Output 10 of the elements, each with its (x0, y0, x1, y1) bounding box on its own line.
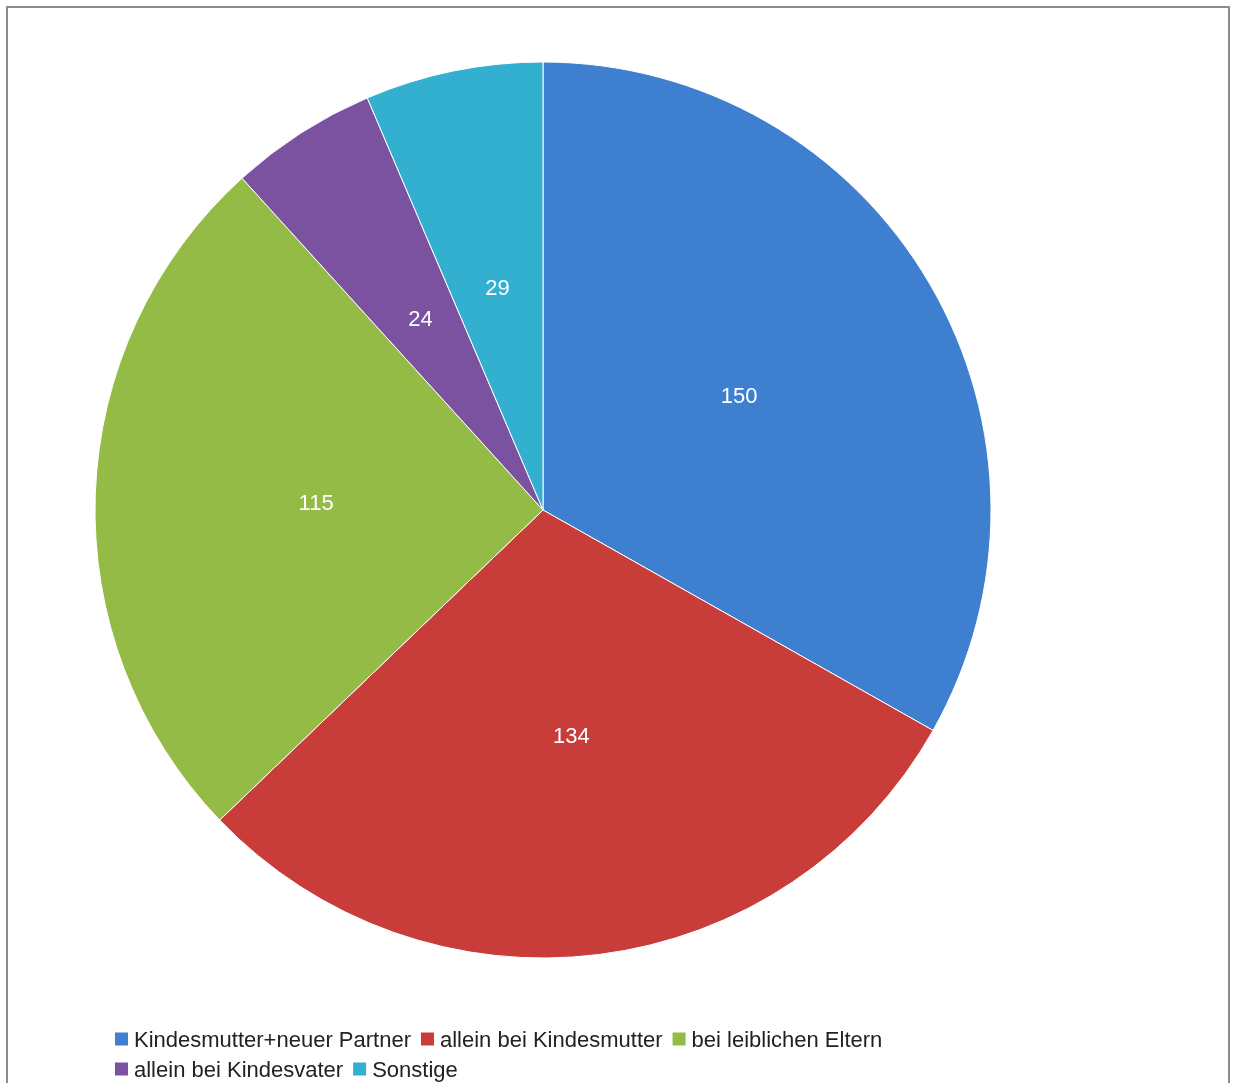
legend-label: Sonstige (372, 1056, 458, 1082)
data-label: 134 (552, 722, 590, 748)
data-label: 29 (485, 275, 510, 301)
legend-label: Kindesmutter+neuer Partner (134, 1026, 411, 1052)
legend-label: allein bei Kindesvater (134, 1056, 344, 1082)
legend-label: allein bei Kindesmutter (439, 1026, 663, 1052)
data-label: 115 (298, 489, 334, 515)
data-label: 150 (720, 383, 758, 409)
legend-label: bei leiblichen Eltern (691, 1026, 883, 1052)
data-label: 24 (408, 306, 433, 332)
